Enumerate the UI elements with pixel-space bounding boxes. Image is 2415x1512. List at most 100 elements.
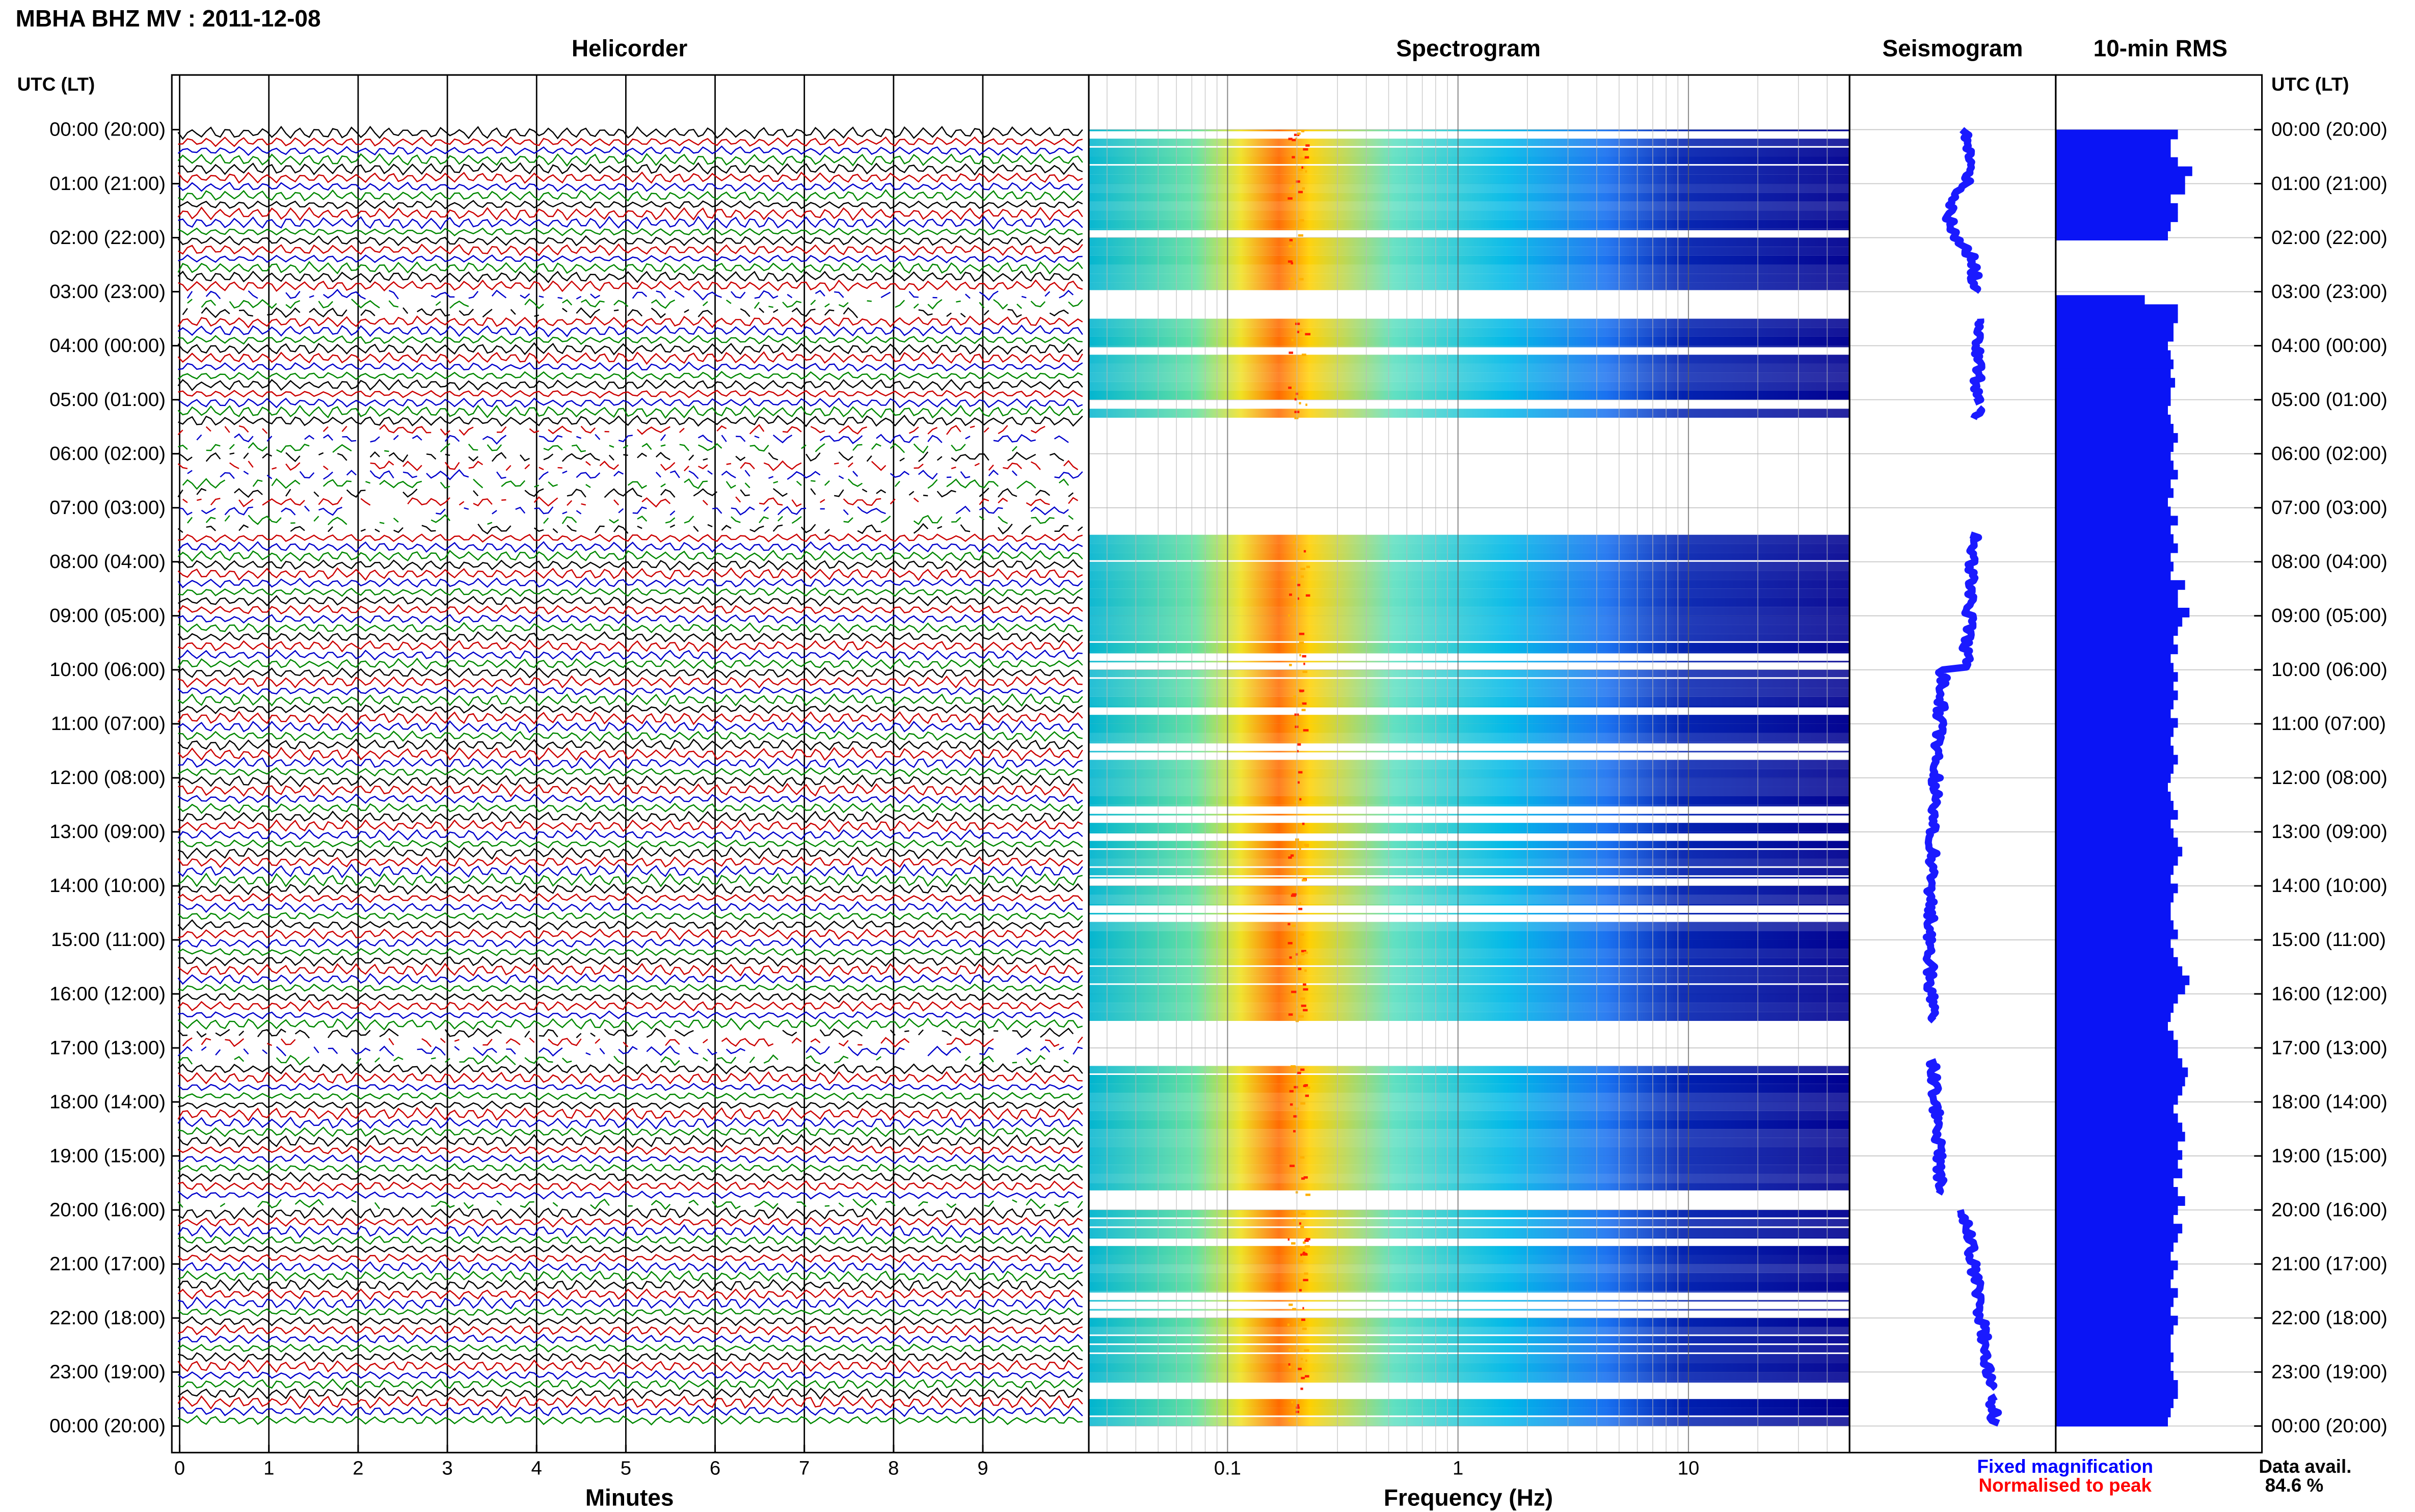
spectrogram-row: [1089, 1129, 1850, 1138]
helicorder-trace: [177, 863, 1083, 878]
spectrogram-row: [1089, 274, 1850, 283]
helicorder-trace: [177, 919, 1083, 931]
spectrogram-row: [1089, 769, 1850, 778]
rms-bar: [2055, 975, 2190, 985]
helicorder-trace: [177, 566, 1083, 581]
spectrogram-speckle: [1302, 670, 1307, 673]
spectrogram-gap-line: [1089, 1292, 1850, 1295]
time-label-left: 14:00 (10:00): [49, 875, 166, 897]
spectrogram-gap-line: [1089, 743, 1850, 746]
rms-bar: [2055, 984, 2185, 994]
helicorder-trace: [178, 1351, 1083, 1363]
spectrogram-row: [1089, 544, 1850, 553]
spectrogram-gap-line: [1089, 983, 1850, 986]
spectrogram-row: [1089, 1381, 1850, 1385]
spectrogram-speckle: [1292, 139, 1296, 142]
spectrogram-speckle: [1291, 1400, 1293, 1403]
spectrogram-speckle: [1288, 1363, 1291, 1366]
spectrogram-row: [1089, 1003, 1850, 1012]
rms-bar: [2055, 1113, 2178, 1123]
time-label-left: 06:00 (02:00): [49, 443, 166, 465]
spectrogram-speckle: [1302, 655, 1306, 658]
spectrogram-row: [1089, 264, 1850, 274]
spectrogram-speckle: [1303, 1085, 1306, 1087]
spectrogram-row: [1089, 220, 1850, 229]
figure-title: MBHA BHZ MV : 2011-12-08: [15, 6, 321, 33]
helicorder-trace: [178, 1180, 1083, 1192]
spectrogram-row: [1089, 787, 1850, 796]
helicorder-trace: [178, 136, 1083, 147]
spectrogram-speckle: [1292, 893, 1297, 896]
spectrogram-row: [1089, 696, 1850, 706]
rms-bar: [2055, 304, 2178, 314]
helicorder-trace: [177, 379, 1083, 391]
helicorder-trace: [178, 443, 1083, 453]
spectrogram-gap-line: [1089, 806, 1850, 809]
spectrogram-gap-line: [1089, 560, 1850, 563]
helicorder-trace: [177, 711, 1083, 725]
rms-bar: [2055, 819, 2171, 829]
spectrogram-speckle: [1303, 1251, 1305, 1254]
spectrogram-speckle: [1305, 1375, 1309, 1378]
rms-bar: [2055, 442, 2174, 452]
helicorder-trace: [178, 414, 1083, 427]
spectrogram-speckle: [1295, 138, 1298, 140]
spectrogram-speckle: [1292, 156, 1295, 158]
rms-bar: [2055, 654, 2171, 664]
helicorder-trace: [178, 810, 1083, 824]
spectrogram-row: [1089, 282, 1850, 292]
helicorder-trace: [178, 227, 1083, 236]
spectrogram-row: [1089, 877, 1850, 880]
spectrogram-row: [1089, 382, 1850, 391]
rms-bar: [2055, 525, 2171, 535]
spectrogram-gap-line: [1089, 833, 1850, 836]
helicorder-trace: [178, 1296, 1083, 1311]
spectrogram-row: [1089, 1354, 1850, 1363]
spectrogram-row: [1089, 1327, 1850, 1336]
panel-frame: [2055, 74, 2263, 1453]
spectrogram-speckle: [1292, 925, 1296, 927]
rms-bar: [2055, 1361, 2171, 1371]
spectrogram-layer: [1089, 75, 1850, 1453]
time-label-left: 04:00 (00:00): [49, 335, 166, 357]
rms-bar: [2055, 488, 2174, 498]
spectrogram-speckle: [1299, 219, 1304, 222]
helicorder-trace: [178, 1153, 1083, 1165]
spectrogram-speckle: [1298, 771, 1303, 774]
spectrogram-gap-line: [1089, 707, 1850, 710]
spectrogram-speckle: [1293, 1130, 1296, 1132]
helicorder-trace: [178, 639, 1083, 653]
rms-bar: [2055, 847, 2183, 857]
spectrogram-row: [1089, 814, 1850, 817]
spectrogram-speckle: [1289, 187, 1294, 190]
time-label-right: 13:00 (09:00): [2271, 821, 2387, 843]
time-label-left: 13:00 (09:00): [49, 821, 166, 843]
rms-bar: [2055, 479, 2171, 489]
spectrogram-speckle: [1299, 633, 1305, 635]
rms-bar: [2055, 552, 2171, 562]
rms-bar: [2055, 993, 2178, 1004]
helicorder-trace: [177, 1083, 1083, 1092]
time-label-right: 17:00 (13:00): [2271, 1037, 2387, 1059]
spectrogram-row: [1089, 723, 1850, 733]
spectrogram-gap-line: [1089, 1352, 1850, 1355]
helicorder-trace: [177, 686, 1083, 696]
spectrogram-speckle: [1298, 704, 1303, 707]
rms-bar: [2055, 1398, 2174, 1409]
spectrogram-gap-line: [1089, 1073, 1850, 1076]
helicorder-trace: [177, 404, 1083, 419]
spectrogram-gap-line: [1089, 875, 1850, 878]
spectrogram-speckle: [1296, 198, 1300, 201]
helicorder-trace: [177, 1191, 1083, 1200]
rms-bar: [2055, 139, 2171, 149]
helicorder-trace: [177, 992, 1083, 1003]
rms-bar: [2055, 561, 2174, 572]
spectrogram-gap-line: [1089, 848, 1850, 851]
spectrogram-speckle: [1292, 184, 1295, 187]
rms-bar: [2055, 1370, 2174, 1381]
time-label-left: 12:00 (08:00): [49, 767, 166, 789]
rms-bar: [2055, 782, 2168, 792]
panel-frame: [1848, 74, 2057, 1453]
spectrogram-speckle: [1298, 1015, 1304, 1018]
spectrogram-row: [1089, 895, 1850, 904]
